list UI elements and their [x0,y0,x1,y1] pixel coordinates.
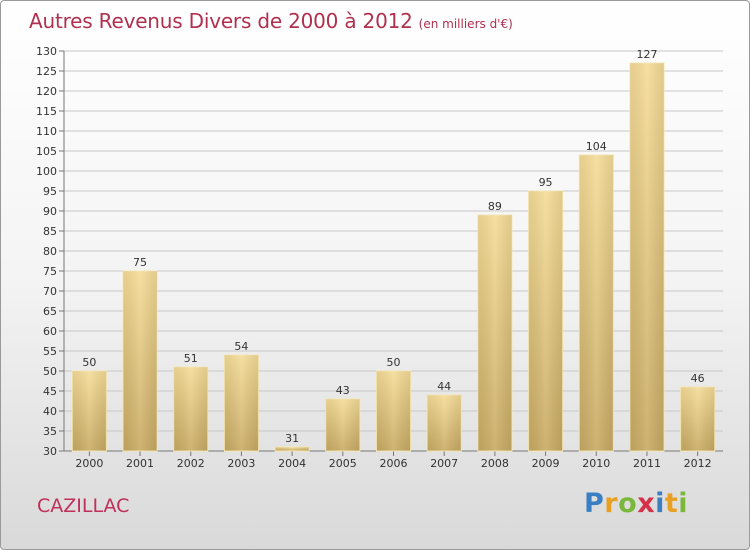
data-label: 54 [234,340,248,353]
bar-shade [477,215,512,451]
bar-shade [680,387,715,451]
x-tick-label: 2008 [481,457,509,470]
chart-title: Autres Revenus Divers de 2000 à 2012 (en … [29,9,513,33]
bar-shade [325,399,360,451]
bar-shade [72,371,107,451]
data-label: 50 [387,356,401,369]
data-label: 89 [488,200,502,213]
y-tick-label: 95 [43,185,57,198]
bar-shade [173,367,208,451]
y-tick-label: 65 [43,305,57,318]
data-label: 51 [184,352,198,365]
data-label: 75 [133,256,147,269]
data-label: 127 [636,48,657,61]
x-tick-label: 2003 [227,457,255,470]
y-tick-label: 40 [43,405,57,418]
chart-title-unit: (en milliers d'€) [418,17,513,31]
chart-title-main: Autres Revenus Divers de 2000 à 2012 [29,9,413,33]
y-tick-label: 45 [43,385,57,398]
y-tick-label: 90 [43,205,57,218]
logo-letter: i [678,488,689,519]
labels: 30 35 40 45 50 55 60 65 70 75 80 85 90 95 100 105 110 115… [36,45,712,470]
data-label: 104 [586,140,607,153]
data-label: 31 [285,432,299,445]
logo-letter: i [655,488,665,519]
x-tick-label: 2010 [582,457,610,470]
y-tick-label: 85 [43,225,57,238]
bar-shade [275,447,310,451]
y-tick-label: 130 [36,45,57,58]
y-tick-label: 70 [43,285,57,298]
logo-letter: x [637,488,656,519]
y-tick-label: 105 [36,145,57,158]
logo-letter: P [584,488,605,519]
y-tick-label: 125 [36,65,57,78]
y-tick-label: 120 [36,85,57,98]
x-tick-label: 2006 [380,457,408,470]
y-tick-label: 60 [43,325,57,338]
x-tick-label: 2011 [633,457,661,470]
data-label: 95 [539,176,553,189]
logo-letter: r [604,488,619,519]
logo-letter: o [618,488,638,519]
x-tick-label: 2002 [177,457,205,470]
y-tick-label: 75 [43,265,57,278]
x-tick-label: 2000 [75,457,103,470]
x-tick-label: 2004 [278,457,306,470]
proxiti-logo: Proxiti [584,488,688,519]
y-tick-label: 80 [43,245,57,258]
x-tick-label: 2001 [126,457,154,470]
y-tick-label: 115 [36,105,57,118]
bar-shade [427,395,462,451]
bar-shade [629,63,664,451]
y-tick-label: 110 [36,125,57,138]
place-name: CAZILLAC [37,495,130,517]
data-label: 50 [82,356,96,369]
y-tick-label: 35 [43,425,57,438]
bar-shade [123,271,158,451]
y-tick-label: 100 [36,165,57,178]
data-label: 46 [691,372,705,385]
logo-letter: t [664,488,679,519]
x-tick-label: 2007 [430,457,458,470]
y-tick-label: 55 [43,345,57,358]
x-tick-label: 2012 [684,457,712,470]
y-tick-label: 30 [43,445,57,458]
bar-shade [579,155,614,451]
bars [71,62,716,452]
bar-shade [224,355,259,451]
y-tick-label: 50 [43,365,57,378]
data-label: 43 [336,384,350,397]
bar-shade [528,191,563,451]
x-tick-label: 2005 [329,457,357,470]
bar-shade [376,371,411,451]
data-label: 44 [437,380,451,393]
x-tick-label: 2009 [532,457,560,470]
